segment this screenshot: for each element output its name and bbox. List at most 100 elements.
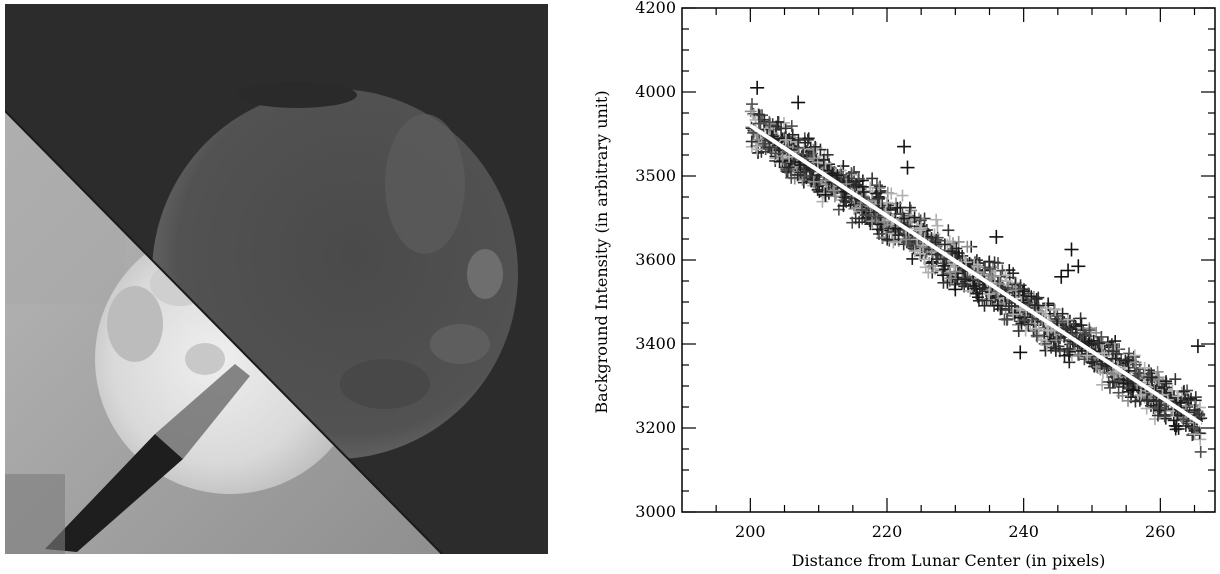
split-line bbox=[4, 110, 443, 555]
outlier-point bbox=[1013, 345, 1028, 360]
x-tick-labels: 200 220 240 260 bbox=[735, 522, 1176, 541]
data-point bbox=[1103, 381, 1116, 394]
data-point bbox=[959, 273, 972, 286]
data-point bbox=[903, 201, 916, 214]
data-point bbox=[1056, 307, 1069, 320]
outlier-point bbox=[900, 160, 915, 175]
outlier-point bbox=[989, 229, 1004, 244]
crater-dark bbox=[237, 82, 357, 108]
data-point bbox=[892, 229, 905, 242]
fit-line-group bbox=[749, 123, 1203, 426]
data-point bbox=[779, 133, 792, 146]
data-points bbox=[744, 98, 1208, 458]
data-point bbox=[782, 161, 795, 174]
data-point bbox=[952, 247, 965, 260]
data-point bbox=[780, 163, 793, 176]
data-point bbox=[1159, 412, 1172, 425]
data-point bbox=[869, 210, 882, 223]
data-point bbox=[1194, 445, 1207, 458]
outlier-point bbox=[1126, 383, 1140, 398]
data-point bbox=[763, 116, 776, 129]
data-point bbox=[961, 240, 974, 253]
data-point bbox=[1108, 342, 1121, 355]
data-point bbox=[1052, 340, 1065, 353]
data-point bbox=[842, 174, 855, 187]
data-point bbox=[1193, 427, 1206, 440]
y-tick-label: 3500 bbox=[635, 166, 676, 185]
data-point bbox=[1141, 394, 1154, 407]
data-point bbox=[971, 287, 984, 300]
data-point bbox=[855, 203, 868, 216]
data-point bbox=[746, 98, 759, 111]
data-point bbox=[745, 135, 758, 148]
data-point bbox=[807, 152, 820, 165]
data-point bbox=[769, 147, 782, 160]
data-point bbox=[1061, 313, 1074, 326]
data-point bbox=[856, 180, 869, 193]
data-point bbox=[988, 256, 1001, 269]
data-point bbox=[857, 185, 870, 198]
data-point bbox=[801, 133, 814, 146]
data-point bbox=[1000, 275, 1013, 288]
fit-line bbox=[749, 123, 1203, 426]
data-point bbox=[1096, 378, 1109, 391]
data-point bbox=[754, 117, 767, 130]
y-tick-label: 3000 bbox=[635, 502, 676, 521]
data-point bbox=[1151, 365, 1164, 378]
data-point bbox=[1083, 324, 1096, 337]
data-point bbox=[744, 105, 757, 118]
data-point bbox=[1042, 299, 1055, 312]
data-point bbox=[777, 116, 790, 129]
data-point bbox=[952, 235, 965, 248]
data-point bbox=[1040, 339, 1053, 352]
data-point bbox=[1107, 368, 1120, 381]
data-point bbox=[1153, 373, 1166, 386]
data-point bbox=[922, 266, 935, 279]
data-point bbox=[1172, 422, 1185, 435]
outlier-point bbox=[818, 187, 833, 202]
dark-streak bbox=[45, 434, 183, 552]
data-point bbox=[985, 270, 998, 283]
outlier-point bbox=[1054, 269, 1069, 284]
data-point bbox=[831, 169, 844, 182]
outlier-point bbox=[1064, 242, 1079, 257]
data-point bbox=[889, 222, 902, 235]
data-point bbox=[870, 187, 883, 200]
data-point bbox=[1032, 322, 1045, 335]
data-point bbox=[978, 299, 991, 312]
data-point bbox=[837, 199, 850, 212]
data-point bbox=[1129, 356, 1142, 369]
data-point bbox=[1189, 391, 1202, 404]
data-point bbox=[1022, 318, 1035, 331]
data-point bbox=[1107, 345, 1120, 358]
data-point bbox=[991, 299, 1004, 312]
data-point bbox=[1138, 361, 1151, 374]
chart-svg: 200 220 240 260 3000 3200 3400 3600 3500 4000 420… bbox=[592, 0, 1216, 570]
data-point bbox=[785, 120, 798, 133]
data-point bbox=[794, 159, 807, 172]
data-point bbox=[866, 172, 879, 185]
y-tick-label: 3200 bbox=[635, 418, 676, 437]
data-point bbox=[1119, 354, 1132, 367]
data-point bbox=[751, 143, 764, 156]
data-point bbox=[1075, 319, 1088, 332]
data-point bbox=[999, 269, 1012, 282]
axis-ticks bbox=[682, 7, 1215, 513]
data-point bbox=[1091, 336, 1104, 349]
data-point bbox=[1092, 337, 1105, 350]
outlier-point bbox=[750, 80, 765, 95]
data-point bbox=[1061, 343, 1074, 356]
data-point bbox=[817, 153, 830, 166]
data-point bbox=[971, 260, 984, 273]
data-point bbox=[1086, 356, 1099, 369]
data-point bbox=[1039, 302, 1052, 315]
data-point bbox=[1184, 392, 1197, 405]
data-point bbox=[775, 122, 788, 135]
lunar-image-graphic bbox=[4, 4, 548, 555]
outlier-markers bbox=[750, 80, 1205, 398]
data-point bbox=[850, 178, 863, 191]
data-point bbox=[1135, 389, 1148, 402]
data-point bbox=[864, 218, 877, 231]
data-point bbox=[914, 247, 927, 260]
data-point bbox=[1193, 401, 1206, 414]
